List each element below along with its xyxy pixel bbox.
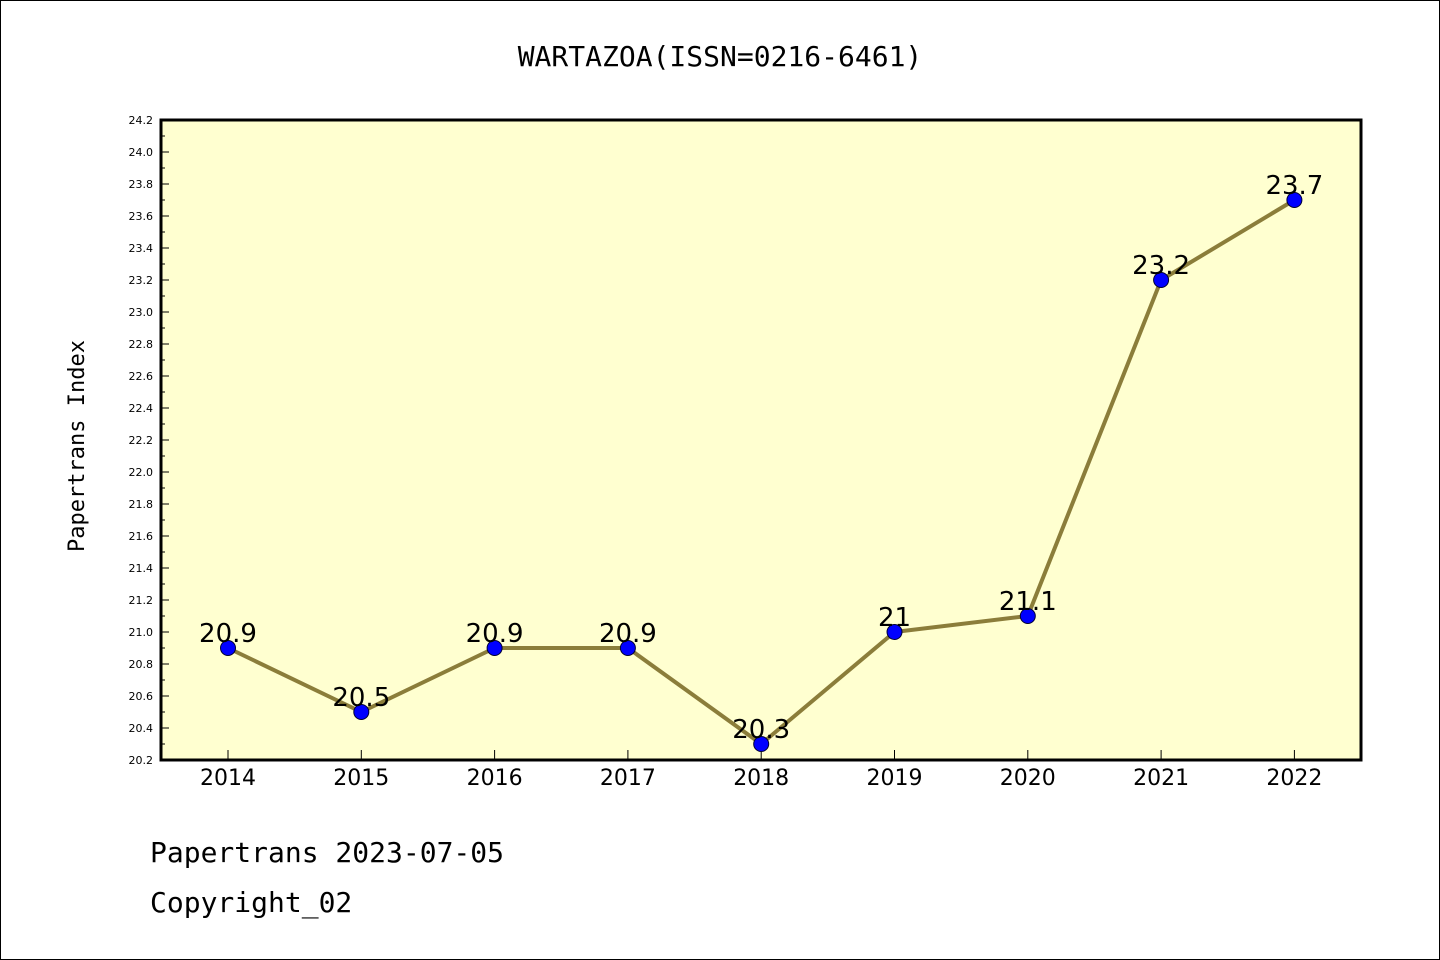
y-tick-label: 21.4 — [129, 562, 154, 575]
y-tick-label: 24.2 — [129, 114, 154, 127]
y-tick-label: 22.8 — [129, 338, 154, 351]
footer-date: Papertrans 2023-07-05 — [150, 836, 505, 869]
y-tick-label: 23.0 — [129, 306, 154, 319]
data-label: 20.3 — [732, 715, 790, 745]
data-point — [1286, 192, 1303, 208]
y-tick-label: 21.8 — [129, 498, 154, 511]
x-axis-ticks: 2014 2015 2016 2017 2018 2019 2020 2021 2022 — [200, 750, 1322, 791]
y-tick-label: 22.6 — [129, 370, 154, 383]
data-point — [619, 640, 636, 656]
data-label: 20.9 — [199, 619, 257, 649]
data-point — [486, 640, 503, 656]
y-tick-label: 23.8 — [129, 178, 154, 191]
x-tick-label: 2022 — [1266, 766, 1322, 791]
y-tick-label: 22.4 — [129, 402, 154, 415]
data-point — [220, 640, 236, 656]
data-label: 23.7 — [1265, 171, 1323, 201]
y-tick-label: 21.6 — [129, 530, 154, 543]
x-tick-label: 2016 — [467, 766, 523, 791]
data-label: 20.5 — [332, 683, 390, 713]
y-tick-label: 20.6 — [129, 690, 154, 703]
y-tick-label: 20.2 — [129, 754, 154, 767]
plot-area — [159, 118, 1363, 762]
y-tick-label: 22.0 — [129, 466, 154, 479]
data-label: 20.9 — [466, 619, 524, 649]
data-point — [753, 736, 770, 752]
chart-title: WARTAZOA(ISSN=0216-6461) — [518, 40, 923, 73]
data-label: 20.9 — [599, 619, 657, 649]
y-tick-label: 21.2 — [129, 594, 154, 607]
footer-copyright: Copyright_02 — [150, 886, 353, 919]
y-tick-label: 20.8 — [129, 658, 154, 671]
x-tick-label: 2018 — [733, 766, 789, 791]
y-tick-label: 23.6 — [129, 210, 154, 223]
series-group — [220, 192, 1303, 752]
data-point — [886, 624, 903, 640]
data-label: 21 — [878, 603, 911, 633]
y-axis-label: Papertrans Index — [65, 340, 90, 552]
x-tick-label: 2021 — [1133, 766, 1189, 791]
data-point — [1153, 272, 1170, 288]
y-tick-label: 23.4 — [129, 242, 154, 255]
y-tick-label: 22.2 — [129, 434, 154, 447]
y-axis-ticks: 20.2 20.4 20.6 20.8 21.0 21.2 21.4 21.6 21.8 22.0… — [129, 114, 169, 767]
x-tick-label: 2015 — [333, 766, 389, 791]
y-tick-label: 20.4 — [129, 722, 154, 735]
y-tick-label: 21.0 — [129, 626, 154, 639]
data-label: 23.2 — [1132, 251, 1190, 281]
y-tick-label: 23.2 — [129, 274, 154, 287]
x-tick-label: 2019 — [867, 766, 923, 791]
data-point — [353, 704, 370, 720]
data-labels-group: 20.9 20.5 20.9 20.9 20.3 21 21.1 23.2 23.7 — [199, 171, 1323, 745]
data-point — [1019, 608, 1036, 624]
data-label: 21.1 — [999, 587, 1057, 617]
x-tick-label: 2014 — [200, 766, 256, 791]
x-tick-label: 2017 — [600, 766, 656, 791]
x-tick-label: 2020 — [1000, 766, 1056, 791]
y-tick-label: 24.0 — [129, 146, 154, 159]
